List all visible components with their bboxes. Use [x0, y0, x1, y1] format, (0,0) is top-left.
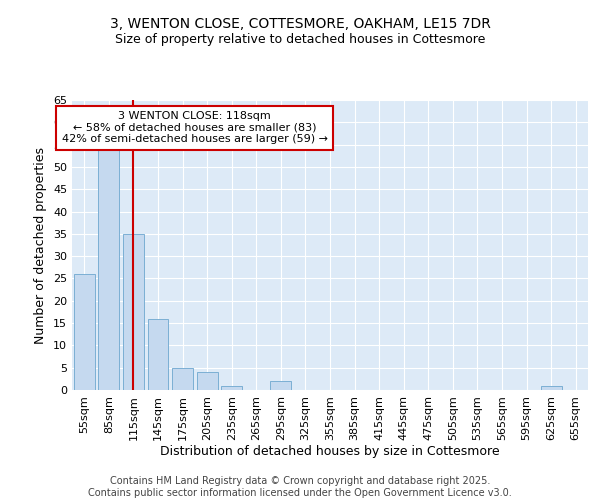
Bar	[123, 234, 144, 390]
Bar	[172, 368, 193, 390]
Bar	[541, 386, 562, 390]
X-axis label: Distribution of detached houses by size in Cottesmore: Distribution of detached houses by size …	[160, 446, 500, 458]
Bar	[74, 274, 95, 390]
Text: 3 WENTON CLOSE: 118sqm
← 58% of detached houses are smaller (83)
42% of semi-det: 3 WENTON CLOSE: 118sqm ← 58% of detached…	[62, 111, 328, 144]
Bar	[98, 149, 119, 390]
Bar	[271, 381, 292, 390]
Bar	[221, 386, 242, 390]
Text: 3, WENTON CLOSE, COTTESMORE, OAKHAM, LE15 7DR: 3, WENTON CLOSE, COTTESMORE, OAKHAM, LE1…	[110, 18, 490, 32]
Bar	[197, 372, 218, 390]
Text: Size of property relative to detached houses in Cottesmore: Size of property relative to detached ho…	[115, 32, 485, 46]
Y-axis label: Number of detached properties: Number of detached properties	[34, 146, 47, 344]
Text: Contains HM Land Registry data © Crown copyright and database right 2025.
Contai: Contains HM Land Registry data © Crown c…	[88, 476, 512, 498]
Bar	[148, 318, 169, 390]
